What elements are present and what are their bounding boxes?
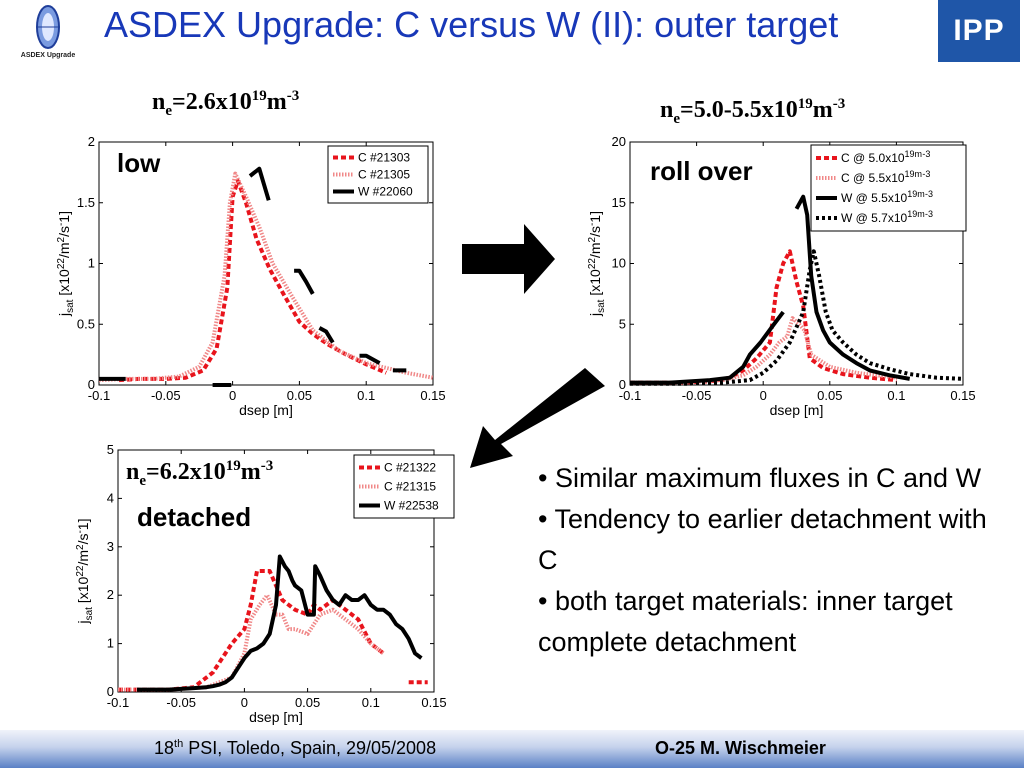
y-tick-label: 5 (107, 442, 114, 457)
x-tick-label: 0.1 (362, 695, 380, 710)
density-label-low: ne=2.6x1019m-3 (152, 88, 300, 119)
y-tick-label: 0 (88, 377, 95, 392)
x-tick-label: -0.05 (151, 388, 181, 403)
legend-label: W #22538 (384, 499, 439, 513)
asdex-upgrade-logo: ASDEX Upgrade (14, 2, 82, 62)
legend-label: W @ 5.5x1019m -3 (841, 189, 933, 205)
series-line-3 (630, 249, 964, 386)
ipp-logo: IPP (938, 0, 1020, 62)
density-label-detached: ne=6.2x1019m-3 (126, 458, 274, 489)
series-line-1 (98, 171, 434, 383)
x-tick-label: 0.15 (420, 388, 445, 403)
state-label-low: low (117, 148, 161, 178)
x-tick-label: 0.05 (817, 388, 842, 403)
arrow-right-icon (462, 224, 555, 294)
bullet-item: • Similar maximum fluxes in C and W (538, 463, 982, 493)
tokamak-logo-icon (36, 5, 60, 49)
y-axis-label: jsat [x1022/m2/s-1] (56, 211, 76, 317)
x-axis-label: dsep [m] (249, 709, 303, 725)
x-axis-label: dsep [m] (239, 402, 293, 418)
series-line-1 (118, 593, 385, 692)
y-tick-label: 1 (88, 256, 95, 271)
legend-label: C @ 5.5x1019m -3 (841, 169, 930, 185)
series-line-2 (99, 166, 407, 387)
x-tick-label: 0.1 (887, 388, 905, 403)
conference-label: 18th PSI, Toledo, Spain, 29/05/2008 (154, 738, 437, 758)
y-axis-label: jsat [x1022/m2/s-1] (75, 519, 95, 625)
talk-id-label: O-25 M. Wischmeier (655, 738, 826, 758)
series-line-2 (137, 554, 423, 692)
x-tick-label: 0.1 (357, 388, 375, 403)
x-tick-label: -0.05 (682, 388, 712, 403)
series-line-0 (118, 569, 428, 692)
y-tick-label: 2 (107, 587, 114, 602)
legend-label: W @ 5.7x1019m -3 (841, 209, 933, 225)
legend-label: W #22060 (358, 185, 413, 199)
y-tick-label: 0.5 (77, 316, 95, 331)
y-tick-label: 1.5 (77, 195, 95, 210)
x-tick-label: -0.05 (166, 695, 196, 710)
y-axis-label: jsat [x1022/m2/s-1] (587, 211, 607, 317)
x-tick-label: 0 (760, 388, 767, 403)
y-tick-label: 2 (88, 134, 95, 149)
x-axis-label: dsep [m] (770, 402, 824, 418)
summary-bullets: • Similar maximum fluxes in C and W • Te… (538, 458, 1008, 663)
x-tick-label: 0.15 (421, 695, 446, 710)
arrow-down-left-icon (470, 368, 605, 468)
chart-rollover: -0.1 -0.05 0 0.05 0.1 0.15 0 5 10 15 20 dsep [m] jsa… (578, 128, 978, 428)
y-tick-label: 0 (107, 684, 114, 699)
legend-label: C #21322 (384, 461, 436, 475)
chart-low: -0.1 -0.05 0 0.05 0.1 0.15 0 0.5 1 1.5 2 dsep [m] js… (40, 128, 450, 428)
chart-low-svg: -0.1 -0.05 0 0.05 0.1 0.15 0 0.5 1 1.5 2 dsep [m] js… (56, 134, 446, 418)
legend-label: C @ 5.0x1019m -3 (841, 149, 930, 165)
x-tick-label: -0.1 (88, 388, 110, 403)
x-tick-label: -0.1 (107, 695, 129, 710)
legend-label: C #21315 (384, 480, 436, 494)
y-tick-label: 3 (107, 539, 114, 554)
state-label-detached: detached (137, 502, 252, 532)
x-tick-label: 0.05 (287, 388, 312, 403)
chart-rollover-svg: -0.1 -0.05 0 0.05 0.1 0.15 0 5 10 15 20 dsep [m] jsa… (587, 134, 976, 418)
y-tick-label: 0 (619, 377, 626, 392)
x-tick-label: 0.05 (295, 695, 320, 710)
density-label-rollover: ne=5.0-5.5x1019m-3 (660, 96, 846, 127)
y-tick-label: 10 (612, 256, 626, 271)
y-tick-label: 20 (612, 134, 626, 149)
y-tick-label: 1 (107, 636, 114, 651)
x-tick-label: 0.15 (950, 388, 975, 403)
y-tick-label: 15 (612, 195, 626, 210)
series-line-0 (118, 178, 387, 383)
page-title: ASDEX Upgrade: C versus W (II): outer ta… (104, 4, 839, 45)
series-line-0 (630, 249, 897, 385)
series-line-2 (630, 194, 911, 385)
x-tick-label: 0 (241, 695, 248, 710)
bullet-item: • both target materials: inner target co… (538, 586, 953, 657)
y-tick-label: 5 (619, 316, 626, 331)
chart-detached-svg: -0.1 -0.05 0 0.05 0.1 0.15 0 1 2 3 4 5 dsep [m] jsat … (75, 442, 455, 725)
footer-bar (0, 730, 1024, 768)
bullet-item: • Tendency to earlier detachment with C (538, 504, 987, 575)
y-tick-label: 4 (107, 490, 114, 505)
x-tick-label: 0 (229, 388, 236, 403)
legend-label: C #21305 (358, 168, 410, 182)
logo-caption: ASDEX Upgrade (20, 52, 76, 59)
state-label-rollover: roll over (650, 156, 753, 186)
legend-label: C #21303 (358, 151, 410, 165)
chart-detached: -0.1 -0.05 0 0.05 0.1 0.15 0 1 2 3 4 5 dsep [m] jsat … (62, 440, 470, 732)
x-tick-label: -0.1 (619, 388, 641, 403)
